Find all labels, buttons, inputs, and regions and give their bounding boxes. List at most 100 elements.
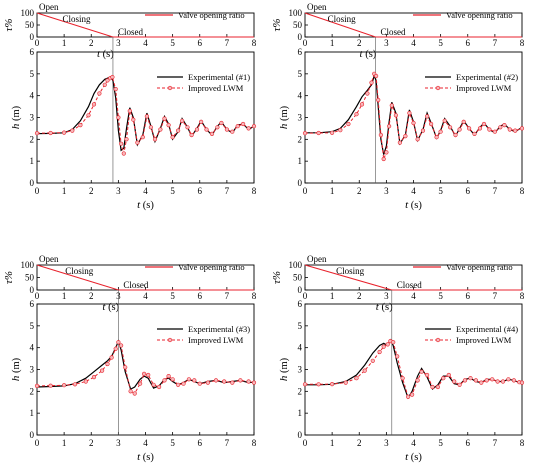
valve-x-tick-label: 1 bbox=[330, 38, 335, 48]
model-series-point bbox=[246, 126, 251, 131]
valve-y-tick-label: 50 bbox=[293, 20, 303, 30]
model-series-point bbox=[395, 354, 400, 359]
valve-x-tick-label: 2 bbox=[357, 291, 362, 301]
valve-closed-label: Closed bbox=[123, 280, 149, 290]
model-series-point bbox=[170, 377, 175, 382]
model-series-point bbox=[487, 127, 492, 132]
legend-marker-model bbox=[167, 337, 173, 343]
head-x-axis-label: t (s) bbox=[405, 199, 422, 211]
model-series-point bbox=[91, 102, 97, 107]
head-y-axis-label: h (m) bbox=[10, 357, 22, 381]
model-series-point bbox=[86, 113, 91, 118]
model-series-point bbox=[230, 129, 235, 134]
model-series-point bbox=[411, 120, 416, 126]
model-series-point bbox=[381, 156, 386, 162]
model-series-point bbox=[118, 141, 124, 146]
model-series-point bbox=[152, 137, 158, 142]
model-series-point bbox=[109, 355, 114, 360]
model-series-point bbox=[235, 124, 240, 129]
model-series-point bbox=[403, 134, 408, 139]
model-series-point bbox=[116, 115, 121, 120]
model-series-point bbox=[166, 122, 171, 128]
model-series-point bbox=[128, 389, 133, 394]
model-series-point bbox=[511, 378, 517, 383]
model-series-point bbox=[105, 361, 110, 367]
head-y-tick-label: 1 bbox=[298, 156, 303, 166]
model-series-point bbox=[70, 128, 75, 133]
model-series-point bbox=[61, 383, 67, 388]
head-y-tick-label: 2 bbox=[298, 386, 303, 396]
head-y-tick-label: 2 bbox=[30, 386, 35, 396]
head-y-tick-label: 6 bbox=[30, 47, 35, 57]
model-series-point bbox=[479, 380, 484, 385]
model-series-point bbox=[97, 91, 102, 96]
head-y-tick-label: 6 bbox=[30, 299, 35, 309]
model-series-line bbox=[304, 72, 523, 160]
head-x-tick-label: 8 bbox=[520, 186, 525, 196]
legend-marker-model bbox=[435, 85, 441, 91]
model-series-point bbox=[185, 125, 190, 130]
model-series-point bbox=[397, 140, 403, 145]
model-series-point bbox=[376, 97, 381, 103]
head-y-tick-label: 2 bbox=[30, 134, 35, 144]
valve-x-tick-label: 7 bbox=[225, 38, 230, 48]
head-x-tick-label: 1 bbox=[330, 186, 335, 196]
head-y-tick-label: 5 bbox=[298, 321, 303, 331]
model-series-point bbox=[362, 368, 367, 373]
model-series-point bbox=[213, 378, 219, 383]
valve-y-axis-label: τ% bbox=[3, 271, 15, 284]
head-x-tick-label: 0 bbox=[303, 186, 308, 196]
model-series-point bbox=[251, 380, 257, 385]
head-x-tick-label: 6 bbox=[466, 438, 471, 448]
valve-y-tick-label: 50 bbox=[25, 20, 35, 30]
head-x-tick-label: 0 bbox=[35, 438, 40, 448]
head-y-tick-label: 4 bbox=[298, 91, 303, 101]
valve-open-label: Open bbox=[307, 2, 327, 12]
model-series-point bbox=[468, 376, 473, 381]
head-y-tick-label: 3 bbox=[298, 365, 303, 375]
head-y-tick-label: 5 bbox=[298, 69, 303, 79]
head-y-tick-label: 0 bbox=[30, 430, 35, 440]
head-x-tick-label: 6 bbox=[198, 438, 203, 448]
model-series-line bbox=[36, 341, 255, 395]
model-series-point bbox=[157, 384, 162, 390]
valve-legend-label: Valve opening ratio bbox=[178, 262, 245, 272]
head-y-tick-label: 2 bbox=[298, 134, 303, 144]
model-series-point bbox=[429, 121, 434, 127]
experimental-series-line bbox=[305, 338, 523, 400]
valve-x-axis-label: t (s) bbox=[376, 301, 393, 313]
model-series-point bbox=[441, 376, 446, 381]
head-x-tick-label: 5 bbox=[170, 438, 175, 448]
head-y-tick-label: 1 bbox=[30, 408, 35, 418]
model-series-point bbox=[144, 114, 149, 119]
head-y-tick-label: 4 bbox=[30, 91, 35, 101]
model-series-point bbox=[374, 73, 379, 79]
head-x-tick-label: 2 bbox=[89, 186, 94, 196]
valve-x-tick-label: 2 bbox=[357, 38, 362, 48]
model-series-point bbox=[446, 372, 451, 378]
model-series-point bbox=[176, 382, 181, 387]
head-x-tick-label: 3 bbox=[384, 186, 389, 196]
valve-x-tick-label: 6 bbox=[466, 291, 471, 301]
model-series-point bbox=[132, 391, 137, 396]
model-series-point bbox=[251, 124, 257, 129]
model-series-point bbox=[378, 132, 384, 138]
head-x-tick-label: 0 bbox=[35, 186, 40, 196]
model-series-point bbox=[462, 378, 468, 383]
valve-x-tick-label: 6 bbox=[198, 291, 203, 301]
model-series-point bbox=[389, 103, 394, 108]
valve-x-tick-label: 0 bbox=[35, 38, 40, 48]
model-series-point bbox=[91, 375, 97, 380]
model-series-point bbox=[83, 379, 88, 384]
valve-y-tick-label: 100 bbox=[289, 260, 303, 270]
valve-x-tick-label: 7 bbox=[493, 38, 498, 48]
valve-y-tick-label: 100 bbox=[21, 8, 35, 18]
valve-legend-label: Valve opening ratio bbox=[446, 262, 513, 272]
head-y-tick-label: 3 bbox=[298, 113, 303, 123]
valve-y-axis-label: τ% bbox=[271, 18, 283, 31]
head-x-tick-label: 5 bbox=[170, 186, 175, 196]
head-x-tick-label: 2 bbox=[357, 186, 362, 196]
